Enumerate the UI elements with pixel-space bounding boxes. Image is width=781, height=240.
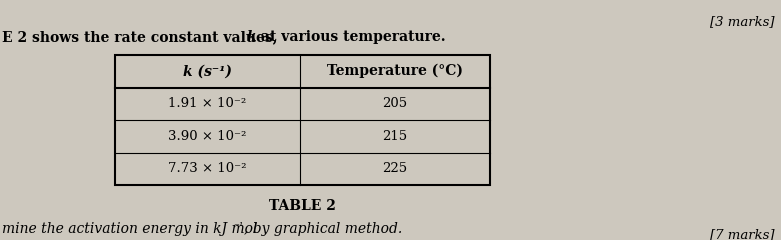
Text: 225: 225 xyxy=(383,162,408,175)
Text: [3 marks]: [3 marks] xyxy=(711,15,775,28)
Text: 1.91 × 10⁻²: 1.91 × 10⁻² xyxy=(169,97,247,110)
Text: k: k xyxy=(247,30,257,44)
Text: k (s⁻¹): k (s⁻¹) xyxy=(183,64,232,78)
Text: 3.90 × 10⁻²: 3.90 × 10⁻² xyxy=(169,130,247,143)
Text: E 2 shows the rate constant values,: E 2 shows the rate constant values, xyxy=(2,30,283,44)
Bar xyxy=(115,55,490,185)
Text: , by graphical method.: , by graphical method. xyxy=(244,222,402,236)
Text: mine the activation energy in kJ mol: mine the activation energy in kJ mol xyxy=(2,222,258,236)
Text: 215: 215 xyxy=(383,130,408,143)
Text: 205: 205 xyxy=(383,97,408,110)
Text: ⁻¹: ⁻¹ xyxy=(233,222,244,232)
Text: TABLE 2: TABLE 2 xyxy=(269,199,336,213)
Text: [7 marks]: [7 marks] xyxy=(711,228,775,240)
Text: Temperature (°C): Temperature (°C) xyxy=(327,64,463,78)
Text: 7.73 × 10⁻²: 7.73 × 10⁻² xyxy=(168,162,247,175)
Text: at various temperature.: at various temperature. xyxy=(256,30,446,44)
